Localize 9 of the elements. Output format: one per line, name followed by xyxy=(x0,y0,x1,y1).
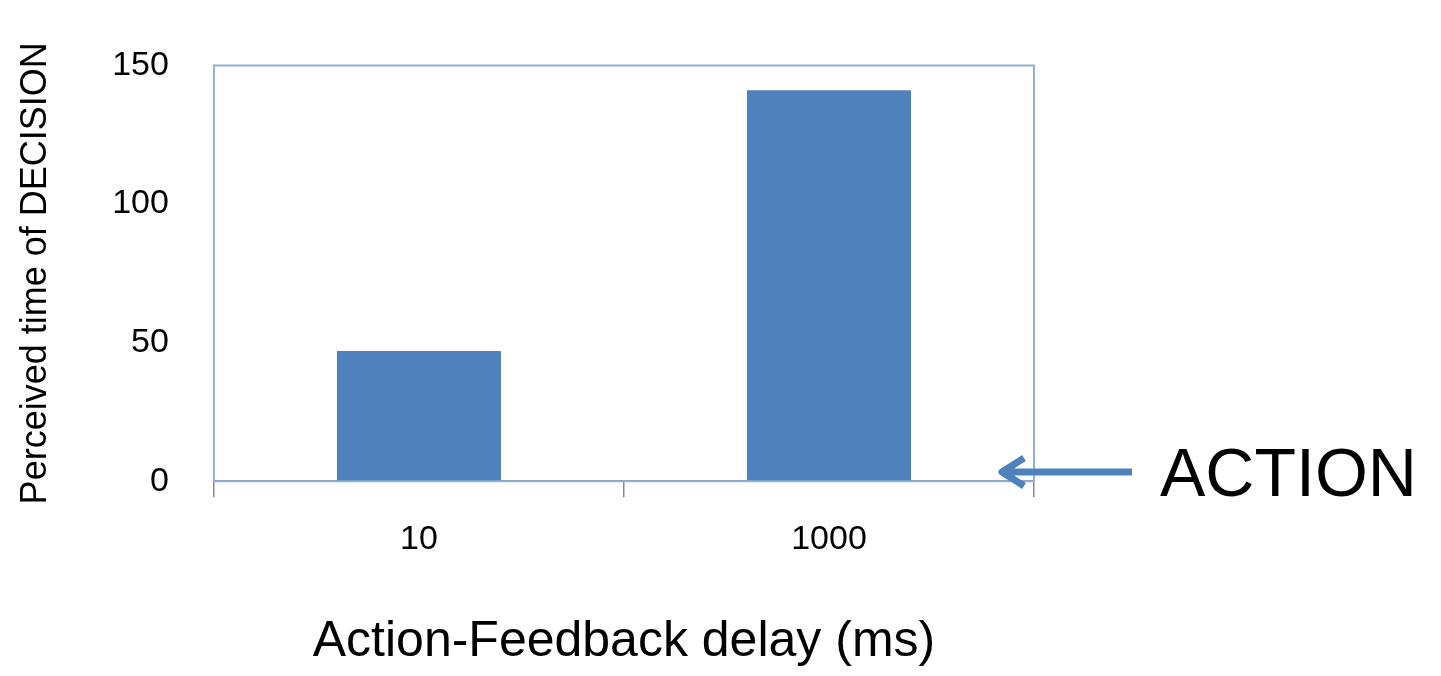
x-tick-label: 1000 xyxy=(791,517,867,556)
x-tick-label: 10 xyxy=(400,517,438,556)
y-tick-label: 100 xyxy=(112,182,169,221)
x-axis-title: Action-Feedback delay (ms) xyxy=(312,610,936,667)
y-axis-title: Perceived time of DECISION xyxy=(12,42,54,505)
y-tick-label: 50 xyxy=(131,320,169,359)
text: ACTION xyxy=(1160,433,1417,512)
y-tick-label: 150 xyxy=(112,43,169,82)
y-tick-label: 0 xyxy=(150,459,169,498)
